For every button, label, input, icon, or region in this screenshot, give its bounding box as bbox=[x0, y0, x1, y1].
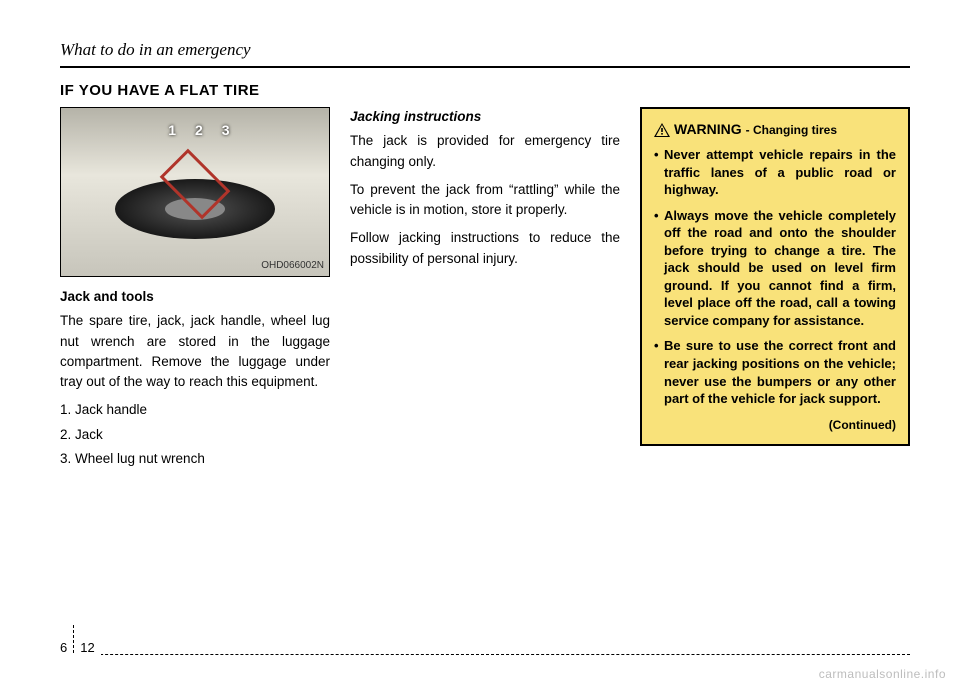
warning-icon bbox=[654, 123, 670, 137]
column-3: WARNING - Changing tires Never attempt v… bbox=[640, 107, 910, 473]
page-number: 6 12 bbox=[60, 633, 101, 661]
col2-p2: To prevent the jack from “rattling” whil… bbox=[350, 180, 620, 221]
figure-callout-3: 3 bbox=[222, 120, 230, 141]
warning-continued: (Continued) bbox=[654, 416, 896, 434]
chapter-title: What to do in an emergency bbox=[60, 40, 910, 68]
column-2: Jacking instructions The jack is provide… bbox=[350, 107, 620, 473]
warning-title: WARNING - Changing tires bbox=[654, 119, 896, 140]
chapter-number: 6 bbox=[60, 640, 67, 655]
warning-bullet-1: Never attempt vehicle repairs in the tra… bbox=[654, 146, 896, 199]
figure-caption: OHD066002N bbox=[261, 258, 324, 273]
figure-jack-tools: 1 2 3 OHD066002N bbox=[60, 107, 330, 277]
warning-title-sub: - Changing tires bbox=[746, 121, 837, 139]
page: What to do in an emergency IF YOU HAVE A… bbox=[0, 0, 960, 689]
warning-title-main: WARNING bbox=[674, 119, 742, 140]
col1-item-2: 2. Jack bbox=[60, 425, 330, 445]
warning-box: WARNING - Changing tires Never attempt v… bbox=[640, 107, 910, 446]
figure-callout-1: 1 bbox=[168, 120, 176, 141]
warning-bullet-2: Always move the vehicle completely off t… bbox=[654, 207, 896, 330]
footer-rule bbox=[60, 654, 910, 661]
page-number-value: 12 bbox=[80, 640, 94, 655]
warning-list: Never attempt vehicle repairs in the tra… bbox=[654, 146, 896, 408]
col1-body: The spare tire, jack, jack handle, wheel… bbox=[60, 311, 330, 392]
col1-item-3: 3. Wheel lug nut wrench bbox=[60, 449, 330, 469]
figure-callout-2: 2 bbox=[195, 120, 203, 141]
section-title: IF YOU HAVE A FLAT TIRE bbox=[60, 82, 910, 99]
col2-p1: The jack is provided for emergency tire … bbox=[350, 131, 620, 172]
column-1: 1 2 3 OHD066002N Jack and tools The spar… bbox=[60, 107, 330, 473]
col1-subhead: Jack and tools bbox=[60, 287, 330, 307]
col2-subhead: Jacking instructions bbox=[350, 107, 620, 127]
watermark: carmanualsonline.info bbox=[819, 667, 946, 681]
col1-item-1: 1. Jack handle bbox=[60, 400, 330, 420]
content-columns: 1 2 3 OHD066002N Jack and tools The spar… bbox=[60, 107, 910, 473]
page-number-separator bbox=[73, 625, 74, 653]
col2-p3: Follow jacking instructions to reduce th… bbox=[350, 228, 620, 269]
warning-bullet-3: Be sure to use the correct front and rea… bbox=[654, 337, 896, 407]
